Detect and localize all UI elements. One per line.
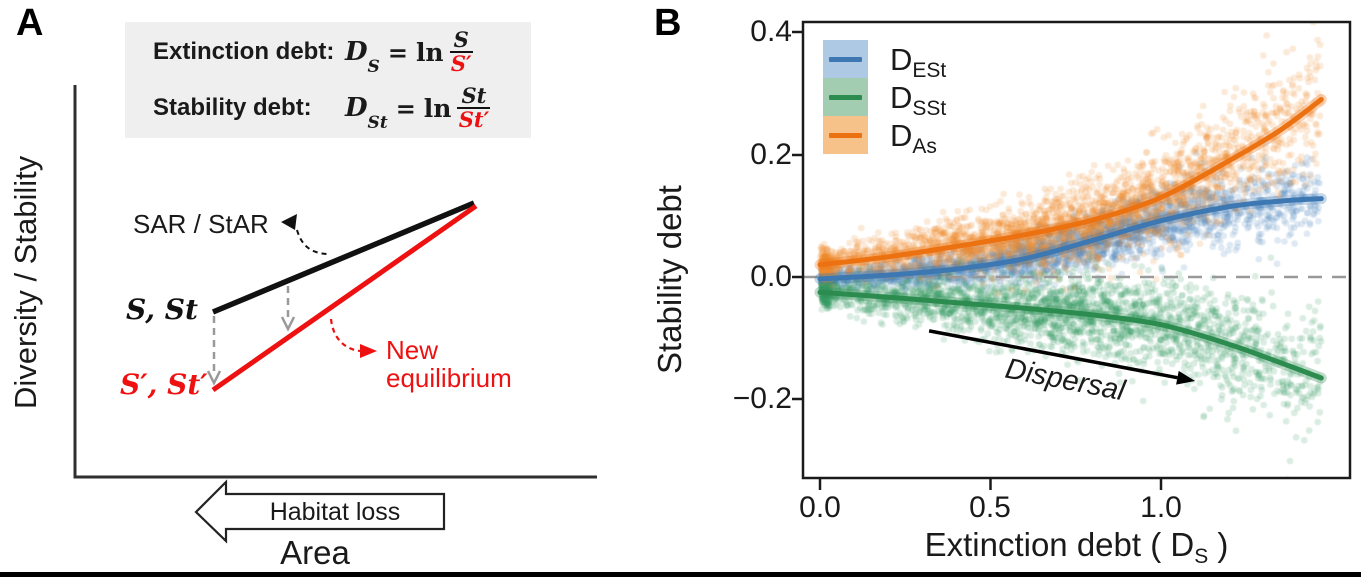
legend-label-main: D	[890, 42, 913, 77]
confidence-band-ESt	[814, 193, 1327, 285]
ln-operator: ln	[423, 93, 452, 123]
panel-b: B 0.4 0.2 0.0 −0.2	[640, 0, 1361, 580]
new-equilibrium-point-label: S′, St′	[120, 368, 208, 401]
new-equilibrium-label-line2: equilibrium	[386, 363, 512, 394]
legend-label-dsst: DSSt	[890, 78, 946, 129]
formula-title: Stability debt:	[153, 94, 312, 121]
x-title-var: D	[1170, 526, 1195, 563]
panel-a-label: A	[16, 2, 44, 44]
legend-line-dsst	[829, 95, 862, 100]
drop-arrow-2-head	[280, 316, 296, 332]
y-tick-label: 0.0	[750, 260, 792, 293]
x-title-post: )	[1208, 526, 1229, 563]
fraction: S S′	[449, 28, 473, 76]
y-tick-marks	[792, 30, 804, 401]
legend-swatch-dsst	[823, 78, 868, 116]
equals-sign: =	[395, 93, 416, 123]
habitat-loss-label: Habitat loss	[269, 498, 401, 526]
fraction: St St′	[457, 84, 491, 132]
x-tick-label: 0.0	[799, 491, 841, 524]
dispersal-arrowhead	[1176, 370, 1196, 385]
legend-label-sub: SSt	[912, 97, 947, 120]
legend-item-dsst: DSSt	[823, 78, 1123, 120]
fraction-denominator: S′	[450, 51, 472, 76]
new-equilibrium-line	[211, 203, 478, 393]
habitat-loss-arrow	[194, 479, 446, 544]
legend-label-sub: ESt	[912, 59, 947, 82]
drop-arrow-1-head	[206, 370, 222, 386]
panel-a-axes	[73, 85, 597, 479]
legend-item-das: DAs	[823, 116, 1123, 158]
legend-label-sub: As	[912, 135, 937, 158]
sar-star-label: SAR / StAR	[133, 209, 269, 239]
scatter-plot-overlay	[792, 20, 1352, 490]
fraction-numerator: St	[457, 84, 491, 109]
formula-math: D St = ln St St′	[345, 84, 491, 134]
panel-b-x-axis-title: Extinction debt ( DS )	[803, 526, 1350, 569]
panel-a-diagram	[73, 85, 597, 544]
smooth-line-As	[817, 97, 1324, 268]
formula-var: D	[345, 93, 368, 123]
formula-title: Extinction debt:	[153, 38, 335, 65]
legend-swatch-dest	[823, 40, 868, 78]
legend-label-das: DAs	[890, 116, 937, 167]
smooth-line-SSt	[817, 289, 1324, 381]
legend-line-das	[829, 133, 862, 138]
legend-label-main: D	[890, 118, 913, 153]
equilibrium-point-label: S, St	[126, 293, 198, 326]
x-title-var-sub: S	[1194, 545, 1209, 568]
sar-annotation-arrowhead	[281, 214, 297, 230]
figure-bottom-border	[0, 572, 1361, 577]
scatter-plot-points	[640, 0, 1361, 580]
equals-sign: =	[387, 37, 408, 67]
y-tick-label: 0.4	[750, 15, 792, 48]
smooth-line-ESt	[817, 196, 1324, 282]
panel-b-y-axis-title: Stability debt	[651, 185, 688, 375]
formula-var-sub: S	[367, 57, 380, 78]
y-tick-label: −0.2	[732, 382, 792, 415]
x-tick-label: 0.5	[969, 491, 1011, 524]
fraction-numerator: S	[449, 28, 473, 53]
legend-label-dest: DESt	[890, 40, 946, 91]
panel-a-x-axis-title: Area	[280, 534, 350, 571]
sar-star-line	[211, 200, 476, 315]
x-tick-label: 1.0	[1140, 491, 1182, 524]
formula-var: D	[345, 37, 368, 67]
legend-line-dest	[829, 57, 862, 62]
legend-swatch-das	[823, 116, 868, 154]
x-title-pre: Extinction debt (	[924, 526, 1171, 563]
ln-operator: ln	[415, 37, 444, 67]
y-tick-label: 0.2	[750, 138, 792, 171]
formula-var-sub: St	[367, 113, 388, 134]
plot-border	[801, 20, 1352, 480]
new-eq-annotation-curve	[329, 318, 361, 353]
fraction-denominator: St′	[458, 107, 490, 132]
legend-item-dest: DESt	[823, 40, 1123, 82]
new-equilibrium-label-line1: New	[386, 335, 439, 365]
new-equilibrium-label: New equilibrium	[386, 336, 512, 392]
dispersal-arrow	[928, 329, 1178, 380]
new-eq-annotation-arrowhead	[360, 344, 377, 358]
legend-label-main: D	[890, 80, 913, 115]
x-tick-marks	[818, 477, 1163, 490]
stability-debt-formula: Stability debt: D St = ln St St′	[153, 81, 531, 135]
sar-annotation-curve	[296, 229, 328, 255]
